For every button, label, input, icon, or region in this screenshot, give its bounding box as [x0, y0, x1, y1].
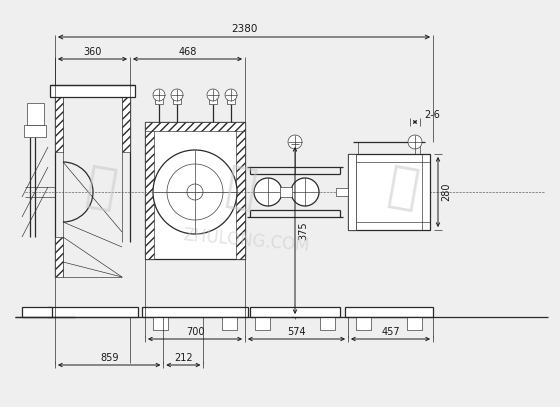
Bar	[50, 85, 135, 97]
Bar	[155, 99, 163, 104]
Bar	[236, 122, 245, 259]
Text: 360: 360	[83, 47, 102, 57]
Text: 457: 457	[381, 327, 400, 337]
Bar	[280, 187, 292, 197]
Bar	[209, 99, 217, 104]
Bar	[345, 307, 433, 317]
Bar	[22, 307, 52, 317]
Bar	[320, 317, 335, 330]
Circle shape	[167, 164, 223, 220]
Text: 龍: 龍	[222, 161, 260, 213]
Text: 468: 468	[178, 47, 197, 57]
Bar	[145, 122, 245, 259]
Text: 574: 574	[287, 327, 306, 337]
Bar	[222, 317, 237, 330]
Bar	[153, 317, 168, 330]
Bar	[407, 317, 422, 330]
Circle shape	[207, 89, 219, 101]
Text: ZHULONG.COM: ZHULONG.COM	[182, 225, 311, 255]
Bar	[55, 97, 63, 152]
Circle shape	[254, 178, 282, 206]
Bar	[173, 99, 181, 104]
Bar	[142, 307, 248, 317]
Bar	[24, 125, 46, 137]
Bar	[356, 317, 371, 330]
Bar	[250, 307, 340, 317]
Bar	[145, 122, 154, 259]
Text: 375: 375	[298, 221, 308, 240]
Bar	[227, 99, 235, 104]
Circle shape	[153, 150, 237, 234]
Bar	[348, 154, 430, 230]
Text: 700: 700	[186, 327, 204, 337]
Text: 859: 859	[100, 353, 118, 363]
Bar	[55, 237, 63, 277]
Circle shape	[408, 135, 422, 149]
Text: 212: 212	[174, 353, 193, 363]
Circle shape	[153, 89, 165, 101]
Text: 築: 築	[82, 161, 120, 213]
Text: 網: 網	[384, 161, 422, 213]
Text: 280: 280	[441, 183, 451, 201]
Circle shape	[171, 89, 183, 101]
Circle shape	[187, 184, 203, 200]
Bar	[348, 154, 356, 230]
Bar	[47, 307, 138, 317]
Bar	[145, 122, 245, 131]
Text: 2-6: 2-6	[424, 110, 440, 120]
Bar	[27, 103, 44, 125]
Circle shape	[225, 89, 237, 101]
Bar	[336, 188, 348, 196]
Bar	[122, 97, 130, 152]
Circle shape	[288, 135, 302, 149]
Circle shape	[291, 178, 319, 206]
Bar	[255, 317, 270, 330]
Text: 2380: 2380	[231, 24, 257, 34]
